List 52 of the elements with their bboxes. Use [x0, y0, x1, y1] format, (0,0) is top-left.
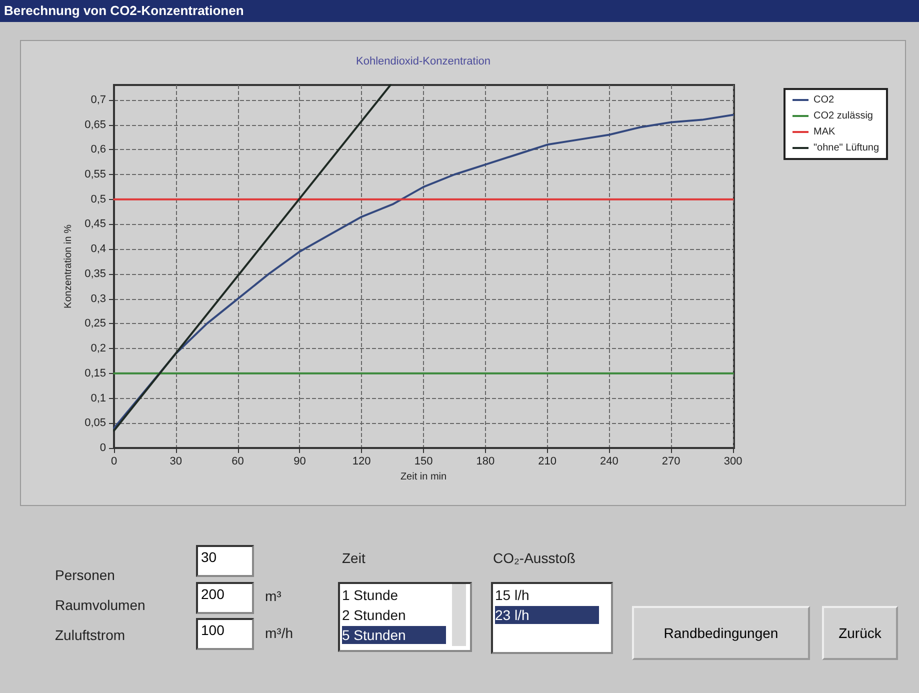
y-tick-label: 0,2 — [90, 342, 106, 355]
button: Zurück — [822, 606, 898, 660]
text: Raumvolumen — [55, 597, 146, 613]
button: Randbedingungen — [632, 606, 810, 660]
y-tick-label: 0,1 — [90, 392, 106, 404]
legend-label: CO2 — [814, 94, 835, 106]
legend-label: CO2 zulässig — [814, 110, 873, 122]
legend-label: "ohne" Lüftung — [814, 142, 880, 154]
y-tick-label: 0,35 — [84, 268, 106, 280]
legend-label: MAK — [814, 126, 836, 138]
y-tick-label: 0,5 — [90, 193, 106, 206]
chart-title: Berechnung von CO2-Konzentrationen — [0, 0, 919, 22]
chart-subtitle: Kohlendioxid-Konzentration — [356, 56, 491, 68]
x-tick-label: 210 — [538, 456, 556, 468]
line-series — [113, 114, 734, 430]
text: 15 l/h — [495, 586, 530, 604]
text: 2 Stunden — [342, 606, 407, 624]
text-field: 100 — [196, 618, 254, 650]
x-tick-label: 240 — [600, 456, 618, 468]
y-tick-label: 0,6 — [90, 144, 106, 156]
text: CO₂-Ausstoß — [493, 550, 576, 566]
text: 1 Stunde — [342, 586, 400, 604]
text: m³/h — [265, 625, 293, 641]
y-tick-label: 0,55 — [84, 168, 106, 181]
text: m³ — [265, 588, 282, 604]
y-tick-label: 0,15 — [84, 367, 106, 380]
x-tick-label: 0 — [110, 456, 118, 468]
x-tick-label: 300 — [724, 456, 742, 468]
y-tick-label: 0,45 — [84, 218, 106, 230]
x-tick-label: 150 — [414, 456, 433, 468]
y-tick-label: 0 — [100, 442, 106, 454]
x-tick-label: 30 — [170, 456, 182, 468]
x-tick-label: 120 — [352, 456, 371, 468]
x-tick-label: 60 — [232, 456, 244, 468]
x-axis-title: Zeit in min — [400, 471, 447, 482]
y-axis-title: Konzentration in % — [63, 224, 74, 308]
text: 23 l/h — [495, 606, 599, 624]
text: Personen — [55, 567, 115, 583]
x-tick-label: 90 — [294, 456, 306, 468]
text: 5 Stunden — [342, 626, 446, 644]
text: Zuluftstrom — [55, 627, 126, 643]
x-tick-label: 180 — [476, 456, 495, 468]
y-tick-label: 0,7 — [90, 94, 106, 106]
x-tick-label: 270 — [662, 456, 680, 468]
y-tick-label: 0,25 — [84, 318, 106, 330]
text-field: 200 — [196, 582, 254, 614]
y-tick-label: 0,3 — [90, 292, 106, 305]
text-field: 30 — [196, 545, 254, 577]
text: Zeit — [342, 550, 366, 566]
y-tick-label: 0,4 — [90, 243, 106, 256]
y-tick-label: 0,05 — [84, 417, 106, 430]
y-tick-label: 0,65 — [84, 118, 106, 131]
